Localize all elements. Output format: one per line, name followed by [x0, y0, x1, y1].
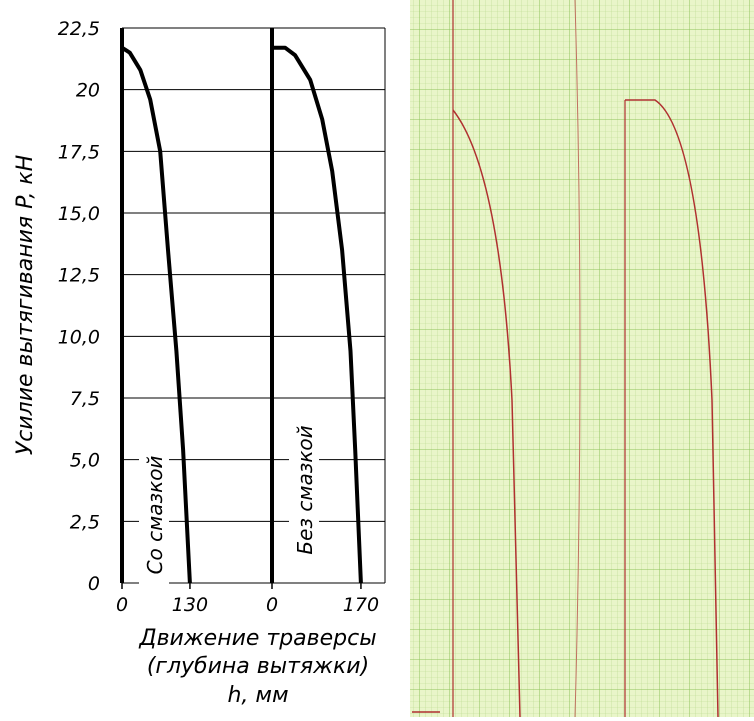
- y-tick-label: 12,5: [58, 265, 100, 287]
- y-tick-label: 7,5: [70, 388, 100, 410]
- y-tick-label: 15,0: [58, 203, 100, 225]
- y-tick-label: 10,0: [58, 326, 100, 348]
- y-tick-label: 17,5: [58, 141, 100, 163]
- y-tick-label: 22,5: [58, 18, 100, 40]
- x-tick-label: 170: [343, 594, 379, 616]
- curve-annotation: Со смазкой: [143, 456, 167, 575]
- x-tick-label: 130: [172, 594, 208, 616]
- annotation-bg: [289, 420, 319, 560]
- y-tick-label: 5,0: [70, 450, 100, 472]
- y-tick-label: 20: [76, 80, 100, 102]
- x-tick-label: 0: [266, 594, 278, 616]
- x-axis-label: Движение траверсы: [138, 626, 376, 651]
- x-axis-label: (глубина вытяжки): [147, 654, 369, 679]
- x-tick-label: 0: [116, 594, 128, 616]
- y-axis-label: Усилие вытягивания P, кН: [13, 155, 38, 455]
- curve: [120, 46, 192, 584]
- annotation-bg: [139, 445, 169, 585]
- graph-paper-photo: [410, 0, 754, 718]
- y-tick-label: 0: [88, 573, 100, 595]
- x-axis-label: h, мм: [227, 683, 288, 708]
- curve-annotation: Без смазкой: [293, 425, 317, 554]
- curve: [272, 45, 363, 584]
- y-tick-label: 2,5: [70, 511, 100, 533]
